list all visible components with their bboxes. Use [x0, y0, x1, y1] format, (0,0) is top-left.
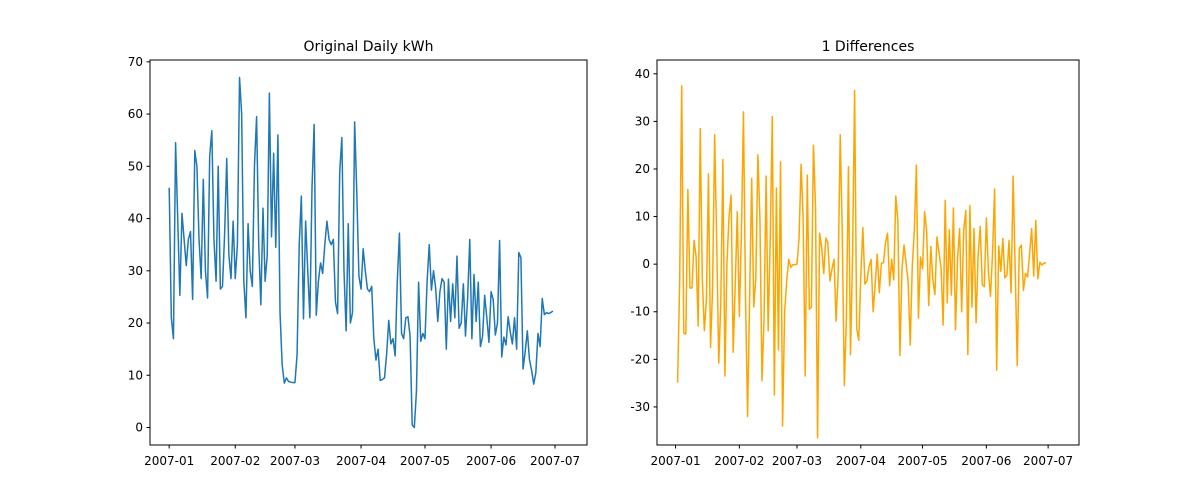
- x-tick-label: 2007-04: [336, 454, 386, 468]
- data-line: [168, 76, 554, 429]
- x-tick-label: 2007-06: [961, 454, 1011, 468]
- y-tick-label: 60: [128, 107, 143, 121]
- y-tick-label: 30: [128, 264, 143, 278]
- x-tick-label: 2007-06: [466, 454, 516, 468]
- y-tick-label: 10: [635, 210, 650, 224]
- data-line: [676, 84, 1047, 439]
- y-tick-label: 0: [642, 257, 650, 271]
- x-tick-label: 2007-01: [144, 454, 194, 468]
- y-tick-label: 0: [135, 421, 143, 435]
- y-tick-label: 20: [635, 162, 650, 176]
- subplot: 1 Differences -30 -20 -10 0 10 20 30 40 2007-01 20…: [630, 39, 1080, 468]
- x-tick-label: 2007-03: [270, 454, 320, 468]
- x-tick-label: 2007-03: [772, 454, 822, 468]
- y-tick-label: 40: [635, 67, 650, 81]
- x-tick-label: 2007-07: [1023, 454, 1073, 468]
- y-tick-label: -20: [630, 352, 650, 366]
- y-tick-label: 70: [128, 55, 143, 69]
- axes-frame: [656, 59, 1080, 446]
- y-tick-label: -30: [630, 400, 650, 414]
- y-tick-label: 20: [128, 316, 143, 330]
- x-tick-label: 2007-02: [210, 454, 260, 468]
- subplot: Original Daily kWh 0 10 20 30 40 50 60 70 2007-01…: [128, 39, 588, 468]
- axes-frame: [149, 59, 588, 446]
- x-tick-label: 2007-05: [897, 454, 947, 468]
- y-tick-label: 40: [128, 212, 143, 226]
- subplot-title: Original Daily kWh: [304, 39, 434, 55]
- y-tick-label: -10: [630, 305, 650, 319]
- x-tick-label: 2007-02: [714, 454, 764, 468]
- x-tick-label: 2007-07: [530, 454, 580, 468]
- subplot-title: 1 Differences: [822, 39, 915, 55]
- x-tick-label: 2007-05: [400, 454, 450, 468]
- y-tick-label: 30: [635, 114, 650, 128]
- y-tick-label: 50: [128, 159, 143, 173]
- y-tick-label: 10: [128, 368, 143, 382]
- x-tick-label: 2007-04: [836, 454, 886, 468]
- x-tick-label: 2007-01: [650, 454, 700, 468]
